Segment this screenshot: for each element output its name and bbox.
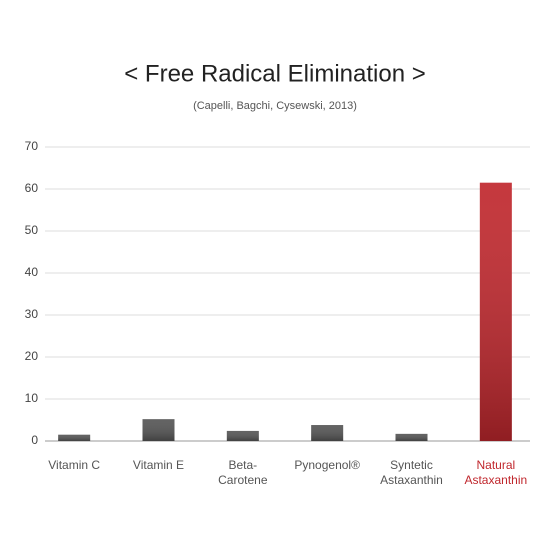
- chart-subtitle: (Capelli, Bagchi, Cysewski, 2013): [193, 100, 357, 112]
- bar-shade: [142, 419, 175, 441]
- x-tick-label: Vitamin C: [48, 458, 101, 472]
- bar-shade: [395, 433, 428, 441]
- bar-shade: [226, 430, 259, 441]
- chart-title: < Free Radical Elimination >: [124, 60, 425, 87]
- y-tick-label: 40: [25, 265, 39, 279]
- x-tick-label: Beta- Carotene: [218, 458, 268, 487]
- x-tick-label: Natural Astaxanthin: [464, 458, 528, 487]
- y-tick-label: 50: [25, 223, 39, 237]
- x-tick-label: Syntetic Astaxanthin: [380, 458, 443, 487]
- bar-shade: [479, 182, 512, 441]
- y-tick-label: 10: [25, 391, 39, 405]
- y-tick-label: 60: [25, 181, 39, 195]
- x-tick-label: Vitamin E: [132, 458, 185, 472]
- x-tick-label: Pynogenol®: [294, 458, 360, 472]
- bar-shade: [58, 434, 91, 441]
- bar-shade: [311, 425, 344, 441]
- y-tick-label: 30: [25, 307, 39, 321]
- y-tick-label: 20: [25, 349, 39, 363]
- y-tick-label: 0: [31, 433, 38, 447]
- y-tick-label: 70: [25, 139, 39, 153]
